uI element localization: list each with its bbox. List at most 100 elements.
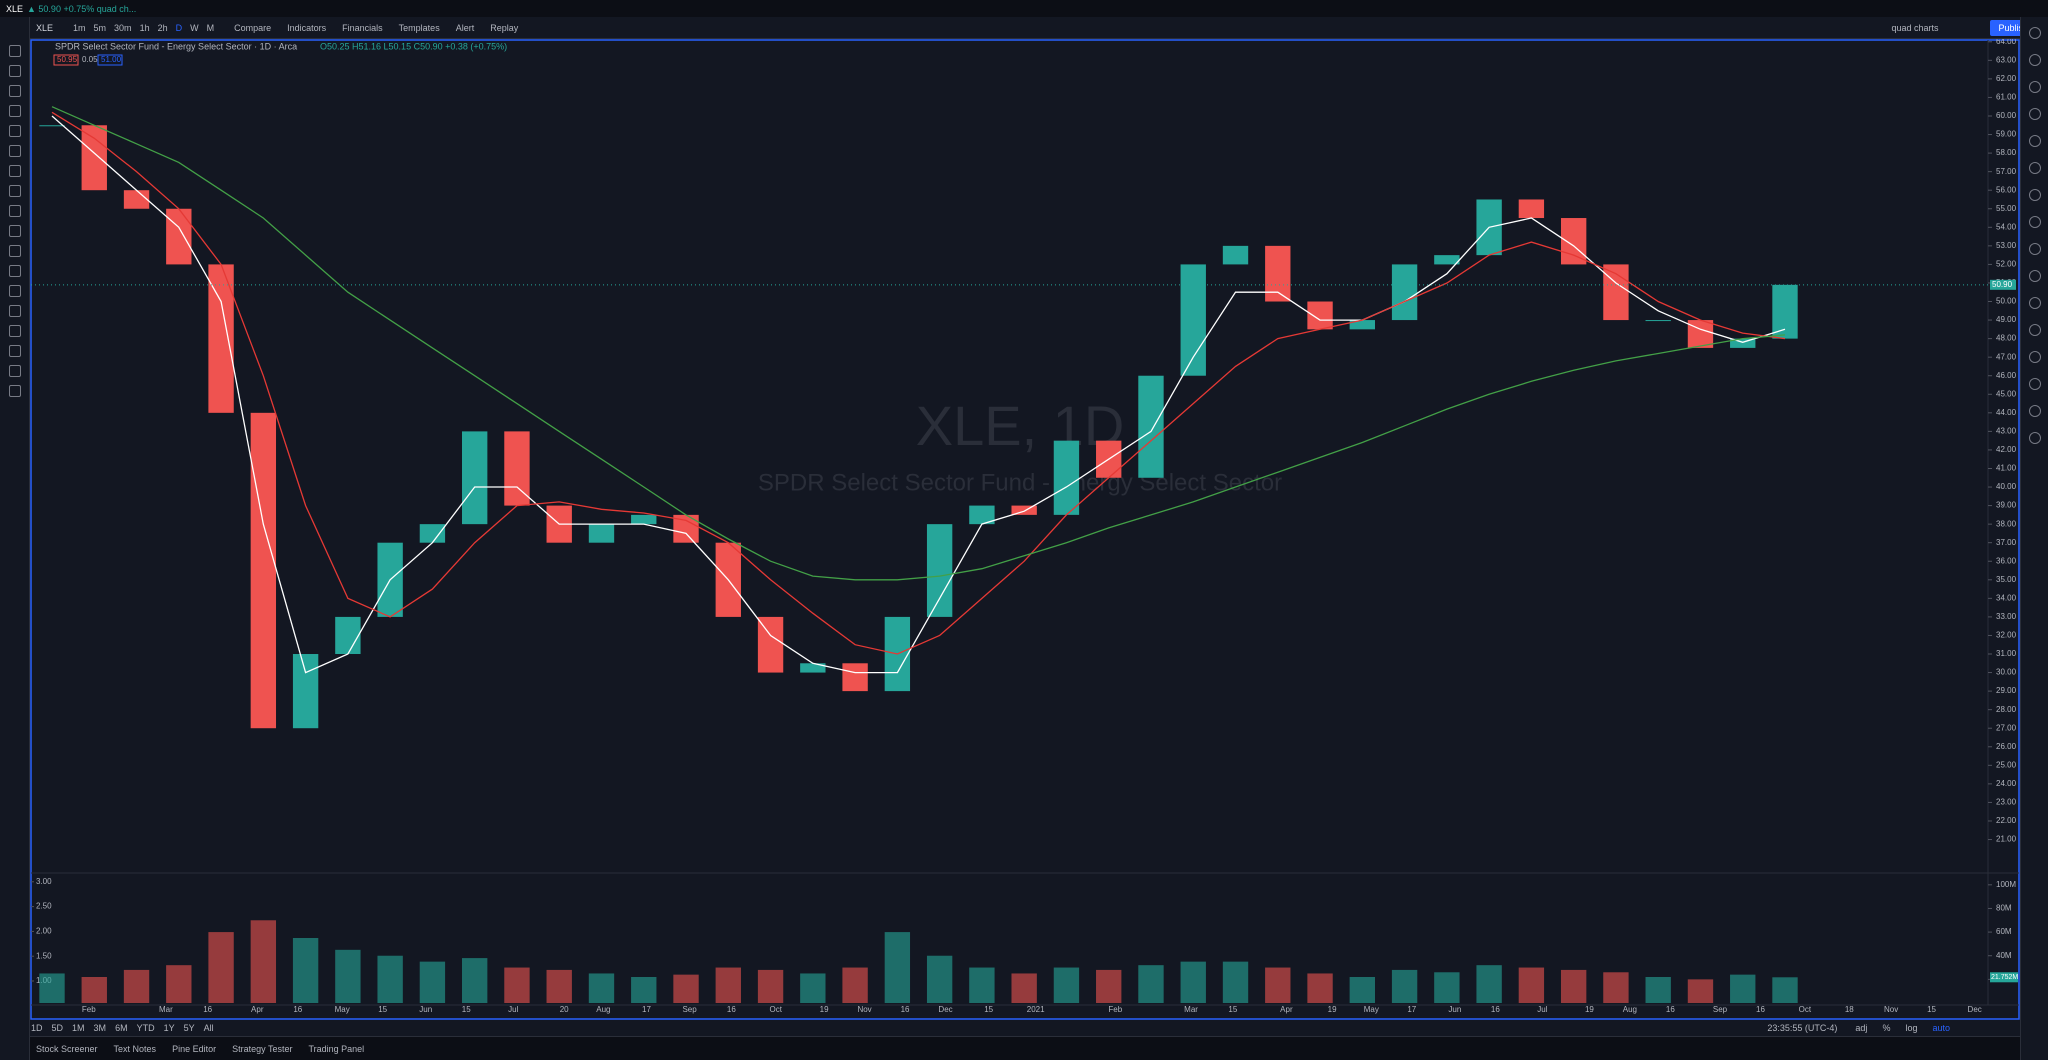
tool-icon[interactable] xyxy=(8,65,21,77)
sidebar-icon[interactable] xyxy=(2028,27,2041,39)
price-tick-label: 22.00 xyxy=(1996,816,2017,825)
range-button[interactable]: 5Y xyxy=(183,1022,195,1033)
scale-options: adj% log auto xyxy=(1849,1023,1959,1033)
interval-button[interactable]: D xyxy=(175,22,183,33)
sidebar-icon[interactable] xyxy=(2028,108,2041,120)
sidebar-icon[interactable] xyxy=(2028,378,2041,390)
toolbar-button[interactable]: Alert xyxy=(455,22,475,33)
range-button[interactable]: 5D xyxy=(51,1022,64,1033)
time-axis-label: Feb xyxy=(82,1005,96,1014)
panel-tab[interactable]: Text Notes xyxy=(113,1043,157,1054)
price-tick-label: 24.00 xyxy=(1996,779,2017,788)
sidebar-icon[interactable] xyxy=(2028,324,2041,336)
time-axis-label: 15 xyxy=(984,1005,993,1014)
panel-tab[interactable]: Stock Screener xyxy=(36,1043,98,1054)
moving-average xyxy=(51,106,1786,581)
sidebar-icon[interactable] xyxy=(2028,405,2041,417)
toolbar-button[interactable]: Indicators xyxy=(287,22,327,33)
sidebar-icon[interactable] xyxy=(2028,216,2041,228)
panel-tab[interactable]: Trading Panel xyxy=(308,1043,365,1054)
time-axis-label: 19 xyxy=(1585,1005,1594,1014)
candle-body xyxy=(335,616,361,655)
scale-option[interactable]: auto xyxy=(1932,1022,1950,1033)
sidebar-icon[interactable] xyxy=(2028,432,2041,444)
interval-button[interactable]: 1m xyxy=(73,22,86,33)
panel-tab[interactable]: Strategy Tester xyxy=(232,1043,293,1054)
range-button[interactable]: 1M xyxy=(72,1022,85,1033)
interval-button[interactable]: 30m xyxy=(114,22,132,33)
layout-selector[interactable]: quad charts xyxy=(1891,22,1939,33)
tool-icon[interactable] xyxy=(8,325,21,337)
volume-bar xyxy=(208,932,234,1003)
range-button[interactable]: YTD xyxy=(136,1022,155,1033)
last-price-badge xyxy=(1990,279,2016,290)
tool-icon[interactable] xyxy=(8,105,21,117)
tool-icon[interactable] xyxy=(8,225,21,237)
time-axis-label: Aug xyxy=(596,1005,610,1014)
tool-icon[interactable] xyxy=(8,345,21,357)
sidebar-icon[interactable] xyxy=(2028,162,2041,174)
tool-icon[interactable] xyxy=(8,125,21,137)
tool-icon[interactable] xyxy=(8,265,21,277)
volume-bar xyxy=(969,967,995,1003)
tool-icon[interactable] xyxy=(8,85,21,97)
moving-average xyxy=(51,111,1786,655)
interval-button[interactable]: 2h xyxy=(157,22,168,33)
tool-icon[interactable] xyxy=(8,285,21,297)
tool-icon[interactable] xyxy=(8,385,21,397)
tool-icon[interactable] xyxy=(8,145,21,157)
range-button[interactable]: 6M xyxy=(115,1022,128,1033)
range-button[interactable]: All xyxy=(203,1022,214,1033)
tool-icon[interactable] xyxy=(8,205,21,217)
tab-symbol[interactable]: XLE xyxy=(6,3,24,14)
candle-body xyxy=(419,524,446,543)
tool-icon[interactable] xyxy=(8,245,21,257)
tool-icon[interactable] xyxy=(8,305,21,317)
range-group: 1D 5D 1M 3M 6M YTD 1Y 5Y All xyxy=(31,1023,223,1033)
time-axis-label: Sep xyxy=(1713,1005,1728,1014)
volume-bar xyxy=(1603,972,1629,1003)
candle-body xyxy=(1560,218,1587,265)
scale-option[interactable]: adj xyxy=(1855,1022,1868,1033)
clock: 23:35:55 (UTC-4) xyxy=(1767,1022,1838,1033)
interval-button[interactable]: M xyxy=(206,22,215,33)
tool-icon[interactable] xyxy=(8,45,21,57)
time-axis-label: 15 xyxy=(1927,1005,1936,1014)
price-tick-label: 64.00 xyxy=(1996,37,2017,46)
interval-button[interactable]: 1h xyxy=(139,22,150,33)
tool-icon[interactable] xyxy=(8,165,21,177)
range-button[interactable]: 1Y xyxy=(163,1022,175,1033)
time-axis-label: 16 xyxy=(1756,1005,1765,1014)
sidebar-icon[interactable] xyxy=(2028,81,2041,93)
price-tick-label: 27.00 xyxy=(1996,723,2017,732)
scale-option[interactable]: % xyxy=(1882,1022,1891,1033)
toolbar-button[interactable]: Compare xyxy=(234,22,272,33)
sidebar-icon[interactable] xyxy=(2028,135,2041,147)
volume-bar xyxy=(1730,974,1756,1003)
interval-button[interactable]: W xyxy=(190,22,199,33)
tool-icon[interactable] xyxy=(8,365,21,377)
sidebar-icon[interactable] xyxy=(2028,54,2041,66)
time-axis-label: Dec xyxy=(1968,1005,1982,1014)
toolbar-button[interactable]: Financials xyxy=(342,22,383,33)
toolbar-button[interactable]: Templates xyxy=(398,22,440,33)
price-tick-label: 62.00 xyxy=(1996,74,2017,83)
volume-bar xyxy=(462,958,488,1003)
panel-tab[interactable]: Pine Editor xyxy=(172,1043,217,1054)
symbol-search[interactable]: XLE xyxy=(36,22,54,33)
sidebar-icon[interactable] xyxy=(2028,351,2041,363)
sidebar-icon[interactable] xyxy=(2028,243,2041,255)
tool-icon[interactable] xyxy=(8,185,21,197)
sidebar-icon[interactable] xyxy=(2028,189,2041,201)
sidebar-icon[interactable] xyxy=(2028,270,2041,282)
sidebar-icon[interactable] xyxy=(2028,297,2041,309)
toolbar-button[interactable]: Replay xyxy=(490,22,519,33)
scale-option[interactable]: log xyxy=(1905,1022,1918,1033)
range-button[interactable]: 1D xyxy=(31,1022,43,1033)
candle-body xyxy=(1687,320,1714,348)
price-tick-label: 25.00 xyxy=(1996,760,2017,769)
interval-button[interactable]: 5m xyxy=(93,22,107,33)
range-button[interactable]: 3M xyxy=(93,1022,107,1033)
